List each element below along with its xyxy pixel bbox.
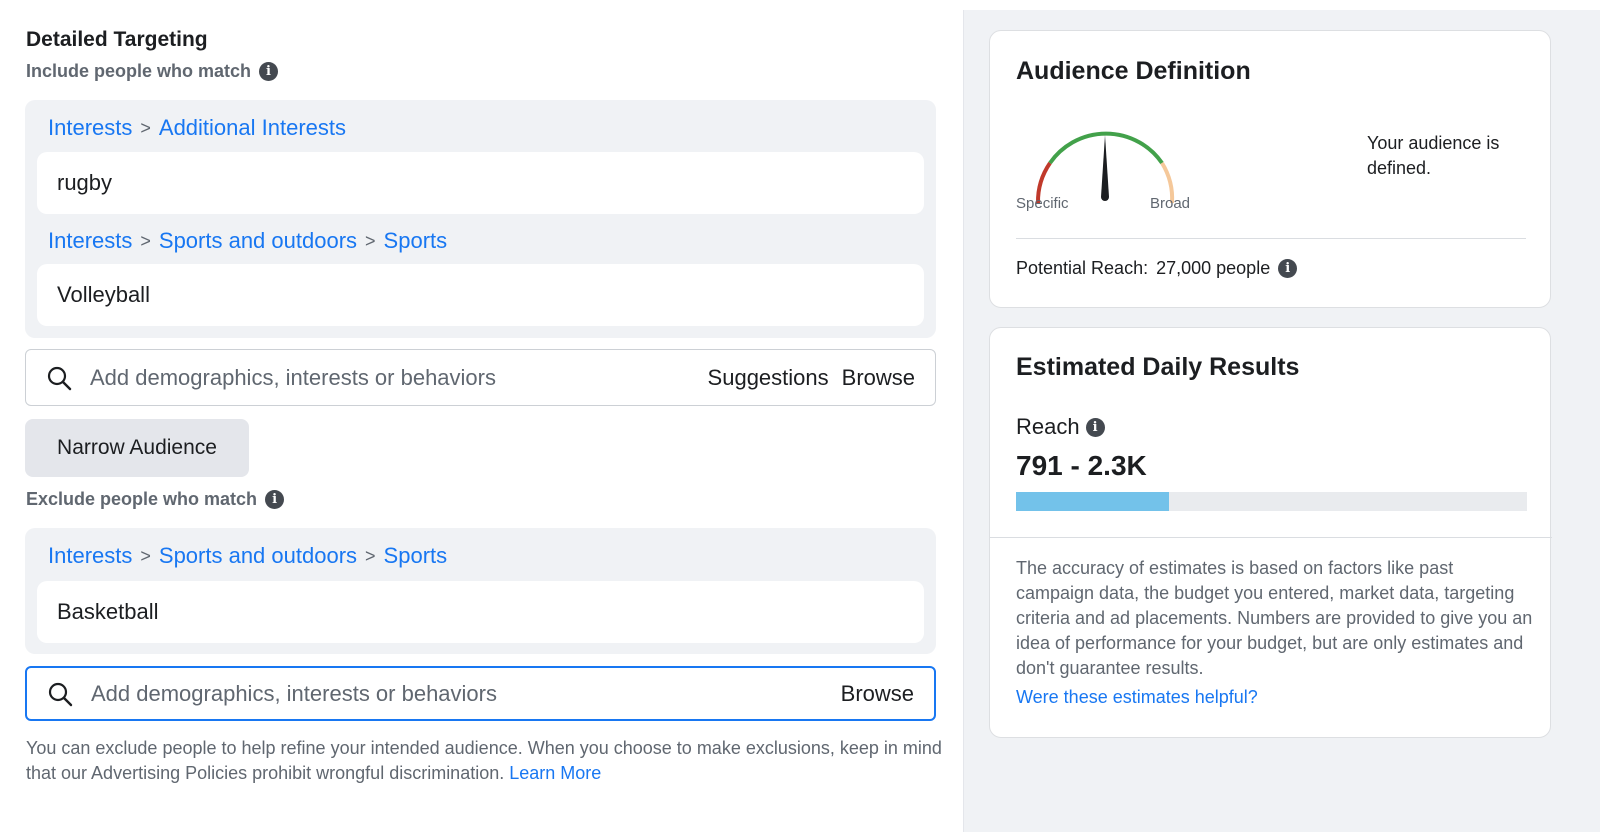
exclude-search-input[interactable]: Add demographics, interests or behaviors…: [25, 666, 936, 721]
breadcrumb: Interests > Sports and outdoors > Sports: [48, 543, 447, 569]
browse-button[interactable]: Browse: [840, 680, 914, 706]
info-icon[interactable]: i: [259, 62, 279, 81]
crumb-link[interactable]: Sports and outdoors: [158, 228, 358, 253]
targeting-item[interactable]: rugby: [37, 152, 924, 214]
crumb-separator: >: [365, 545, 376, 566]
info-icon[interactable]: i: [1278, 259, 1298, 278]
crumb-separator: >: [140, 117, 151, 138]
gauge-specific-label: Specific: [1016, 195, 1069, 212]
audience-status: Your audience is defined.: [1367, 133, 1500, 178]
section-title: Detailed Targeting: [26, 28, 208, 51]
potential-reach-value: 27,000 people: [1156, 258, 1271, 278]
side-panel: Audience Definition Specific Broad Your …: [963, 10, 1600, 832]
crumb-separator: >: [140, 545, 151, 566]
exclude-label: Exclude people who match: [26, 489, 258, 509]
search-icon: [48, 682, 73, 706]
estimates-helpful-link[interactable]: Were these estimates helpful?: [1016, 687, 1258, 707]
footnote-text: You can exclude people to help refine yo…: [26, 738, 942, 783]
search-icon: [47, 366, 72, 390]
audience-definition-card: Audience Definition Specific Broad Your …: [989, 30, 1551, 308]
info-icon[interactable]: i: [265, 490, 285, 509]
breadcrumb: Interests > Additional Interests: [48, 115, 346, 141]
learn-more-link[interactable]: Learn More: [509, 763, 602, 783]
audience-gauge-icon: [1035, 131, 1175, 204]
narrow-audience-button[interactable]: Narrow Audience: [25, 419, 249, 477]
exclude-group: Interests > Sports and outdoors > Sports…: [25, 528, 936, 654]
search-placeholder[interactable]: Add demographics, interests or behaviors: [90, 364, 496, 390]
crumb-link[interactable]: Interests: [48, 543, 133, 568]
exclude-label-row: Exclude people who match i: [26, 489, 285, 510]
potential-reach: Potential Reach: 27,000 people i: [1016, 258, 1298, 279]
exclusion-footnote: You can exclude people to help refine yo…: [26, 736, 946, 786]
include-label: Include people who match: [26, 61, 252, 81]
reach-label-row: Reach i: [1016, 414, 1105, 440]
detailed-targeting-panel: Detailed Targeting Include people who ma…: [25, 28, 946, 786]
divider: [990, 537, 1552, 538]
estimated-results-card: Estimated Daily Results Reach i 791 - 2.…: [989, 327, 1552, 738]
crumb-link[interactable]: Sports: [383, 228, 448, 253]
crumb-link[interactable]: Sports and outdoors: [158, 543, 358, 568]
crumb-link[interactable]: Interests: [48, 115, 133, 140]
crumb-link[interactable]: Interests: [48, 228, 133, 253]
search-placeholder[interactable]: Add demographics, interests or behaviors: [91, 680, 497, 706]
reach-bar-fill: [1016, 492, 1170, 511]
crumb-separator: >: [140, 230, 151, 251]
reach-value: 791 - 2.3K: [1016, 450, 1147, 481]
info-icon[interactable]: i: [1085, 417, 1105, 437]
suggestions-button[interactable]: Suggestions: [707, 364, 829, 390]
reach-label: Reach: [1016, 414, 1080, 439]
breadcrumb: Interests > Sports and outdoors > Sports: [48, 228, 447, 254]
accuracy-text: The accuracy of estimates is based on fa…: [1016, 558, 1533, 678]
reach-bar: [1016, 492, 1527, 511]
include-search-input[interactable]: Add demographics, interests or behaviors…: [25, 349, 936, 406]
card-title: Estimated Daily Results: [1016, 353, 1300, 381]
browse-button[interactable]: Browse: [841, 364, 915, 390]
divider: [1016, 238, 1526, 239]
targeting-item[interactable]: Volleyball: [37, 264, 924, 326]
gauge-broad-label: Broad: [1150, 195, 1191, 212]
crumb-link[interactable]: Sports: [383, 543, 448, 568]
crumb-separator: >: [365, 230, 376, 251]
targeting-item[interactable]: Basketball: [37, 581, 924, 643]
include-group: Interests > Additional Interests rugby I…: [25, 100, 936, 338]
crumb-link[interactable]: Additional Interests: [158, 115, 346, 140]
card-title: Audience Definition: [1016, 57, 1251, 85]
potential-reach-label: Potential Reach:: [1016, 258, 1149, 278]
include-label-row: Include people who match i: [26, 61, 279, 82]
